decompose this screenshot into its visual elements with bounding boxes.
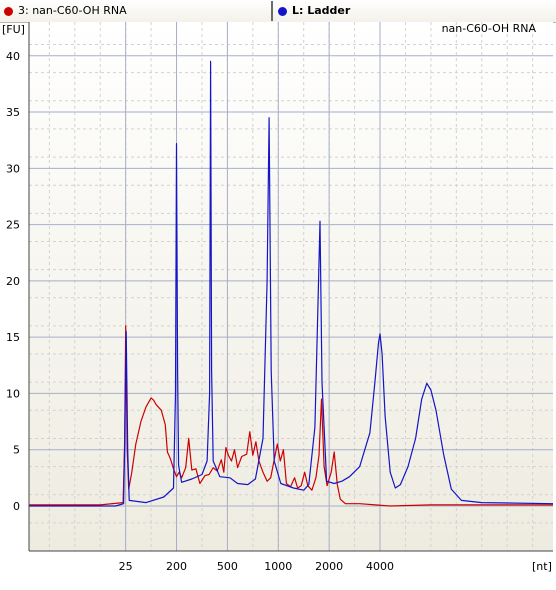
tab-divider [271,1,273,21]
x-tick-label: 500 [217,560,238,573]
y-tick-labels: 0 5 10 15 20 25 30 35 40 [6,50,20,513]
y-tick-label: 25 [6,219,20,232]
y-tick-label: 30 [6,162,20,175]
y-tick-label: 35 [6,106,20,119]
tab-sample-3-label: 3: nan-C60-OH RNA [18,4,127,17]
tab-sample-3[interactable]: 3: nan-C60-OH RNA [4,0,127,22]
y-tick-label: 40 [6,50,20,63]
x-axis-label: [nt] [532,560,552,573]
x-tick-label: 200 [166,560,187,573]
tab-ladder-label: L: Ladder [292,4,351,17]
y-tick-label: 10 [6,387,20,400]
x-tick-labels: 25 200 500 1000 2000 4000 [119,560,394,573]
y-tick-label: 20 [6,275,20,288]
y-axis-label: [FU] [2,23,25,36]
y-tick-label: 0 [13,500,20,513]
red-dot-icon [4,6,13,16]
series-line-sample [29,325,553,507]
y-tick-label: 5 [13,444,20,457]
y-tick-label: 15 [6,331,20,344]
x-tick-label: 25 [119,560,133,573]
sample-tab-bar: 3: nan-C60-OH RNA L: Ladder [0,0,556,23]
tab-ladder[interactable]: L: Ladder [278,0,350,22]
blue-dot-icon [278,6,287,16]
electropherogram-chart: 0 5 10 15 20 25 30 35 40 25 200 500 1000 2000 4000 [F… [2,22,554,573]
x-tick-label: 2000 [315,560,343,573]
plot-area [29,22,553,551]
chart-title: nan-C60-OH RNA [442,22,537,35]
series-line-ladder [29,60,554,507]
electropherogram-panel: 0 5 10 15 20 25 30 35 40 25 200 500 1000 2000 4000 [F… [0,22,556,586]
x-tick-label: 1000 [264,560,292,573]
series-lines [29,60,554,507]
x-tick-label: 4000 [366,560,394,573]
